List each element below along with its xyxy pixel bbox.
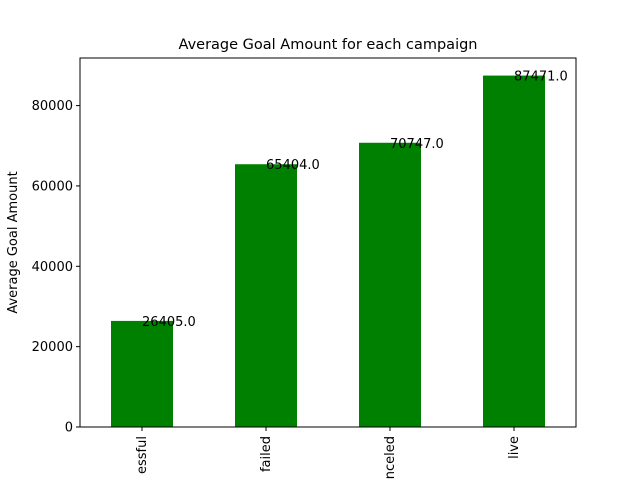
data-label: 87471.0 <box>514 70 568 85</box>
ticks-layer: essful failed nceled live 0 20000 40000 60000 80… <box>32 99 522 479</box>
bars-layer <box>111 75 545 428</box>
x-tick-label: failed <box>259 436 274 472</box>
data-label: 65404.0 <box>266 158 320 173</box>
x-tick-label: live <box>507 436 522 459</box>
bar <box>483 75 545 428</box>
data-labels-layer: 26405.0 65404.0 70747.0 87471.0 <box>142 70 568 330</box>
x-tick-label: nceled <box>383 436 398 479</box>
data-label: 70747.0 <box>390 137 444 152</box>
y-tick-label: 40000 <box>32 260 73 275</box>
bar <box>359 142 421 427</box>
plot-frame <box>79 57 577 428</box>
bar <box>235 164 297 427</box>
y-tick-label: 60000 <box>32 179 73 194</box>
x-tick-label: essful <box>135 436 150 474</box>
chart-title: Average Goal Amount for each campaign <box>179 37 478 53</box>
bar <box>111 320 173 427</box>
y-axis-label: Average Goal Amount <box>6 171 21 313</box>
data-label: 26405.0 <box>142 315 196 330</box>
y-tick-label: 80000 <box>32 99 73 114</box>
y-tick-label: 20000 <box>32 340 73 355</box>
y-tick-label: 0 <box>65 421 73 436</box>
